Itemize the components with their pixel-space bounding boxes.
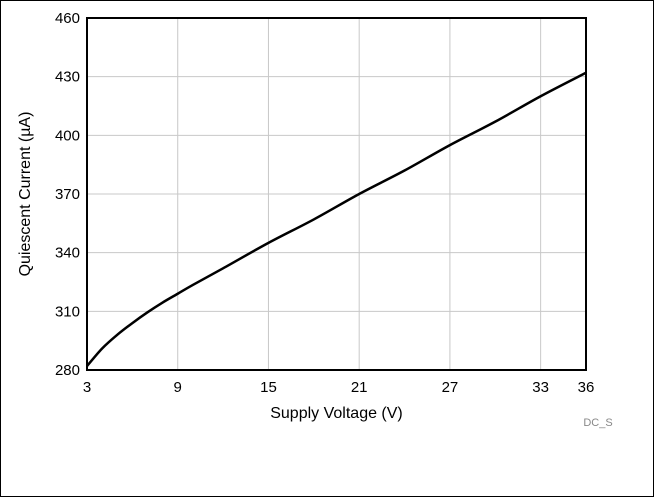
series-line — [86, 71, 587, 367]
figure-code: DC_S — [583, 417, 612, 429]
y-tick-label: 280 — [55, 362, 80, 379]
x-tick-label: 27 — [442, 379, 459, 396]
y-tick-label: 400 — [55, 127, 80, 144]
y-tick-label: 340 — [55, 245, 80, 262]
y-axis-ticks: 280 310 340 370 400 430 460 — [55, 10, 80, 379]
y-tick-label: 430 — [55, 69, 80, 86]
x-tick-label: 3 — [83, 379, 91, 396]
plot-area — [86, 17, 587, 371]
y-tick-label: 370 — [55, 186, 80, 203]
x-axis-ticks: 3 9 15 21 27 33 36 — [83, 379, 595, 396]
grid — [86, 17, 587, 371]
y-tick-label: 460 — [55, 10, 80, 27]
y-tick-label: 310 — [55, 303, 80, 320]
x-tick-label: 9 — [174, 379, 182, 396]
x-tick-label: 36 — [578, 379, 595, 396]
x-tick-label: 21 — [351, 379, 368, 396]
x-axis-label: Supply Voltage (V) — [270, 405, 403, 422]
x-tick-label: 33 — [532, 379, 549, 396]
y-axis-label: Quiescent Current (µA) — [17, 112, 34, 277]
x-tick-label: 15 — [260, 379, 277, 396]
